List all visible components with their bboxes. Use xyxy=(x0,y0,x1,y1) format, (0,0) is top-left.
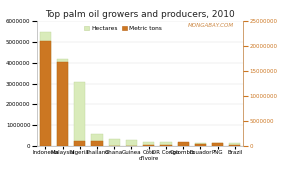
Bar xyxy=(57,62,68,146)
Bar xyxy=(229,145,240,146)
Bar xyxy=(212,143,223,146)
Bar xyxy=(91,134,103,146)
Legend: Hectares, Metric tons: Hectares, Metric tons xyxy=(84,25,162,31)
Bar xyxy=(40,41,51,146)
Bar xyxy=(143,145,154,146)
Bar xyxy=(40,32,51,146)
Bar xyxy=(57,59,68,146)
Bar xyxy=(74,142,85,146)
Title: Top palm oil growers and producers, 2010: Top palm oil growers and producers, 2010 xyxy=(45,10,235,19)
Bar xyxy=(212,143,223,146)
Bar xyxy=(177,143,189,146)
Bar xyxy=(229,143,240,146)
Bar xyxy=(91,141,103,146)
Bar xyxy=(195,143,206,146)
Text: MONGABAY.COM: MONGABAY.COM xyxy=(188,23,234,28)
Bar xyxy=(74,82,85,146)
Bar xyxy=(126,140,137,146)
Bar xyxy=(143,142,154,146)
Bar xyxy=(177,142,189,146)
Bar xyxy=(160,145,171,146)
Bar xyxy=(195,143,206,146)
Bar xyxy=(126,145,137,146)
Bar xyxy=(160,142,171,146)
Bar xyxy=(109,139,120,146)
